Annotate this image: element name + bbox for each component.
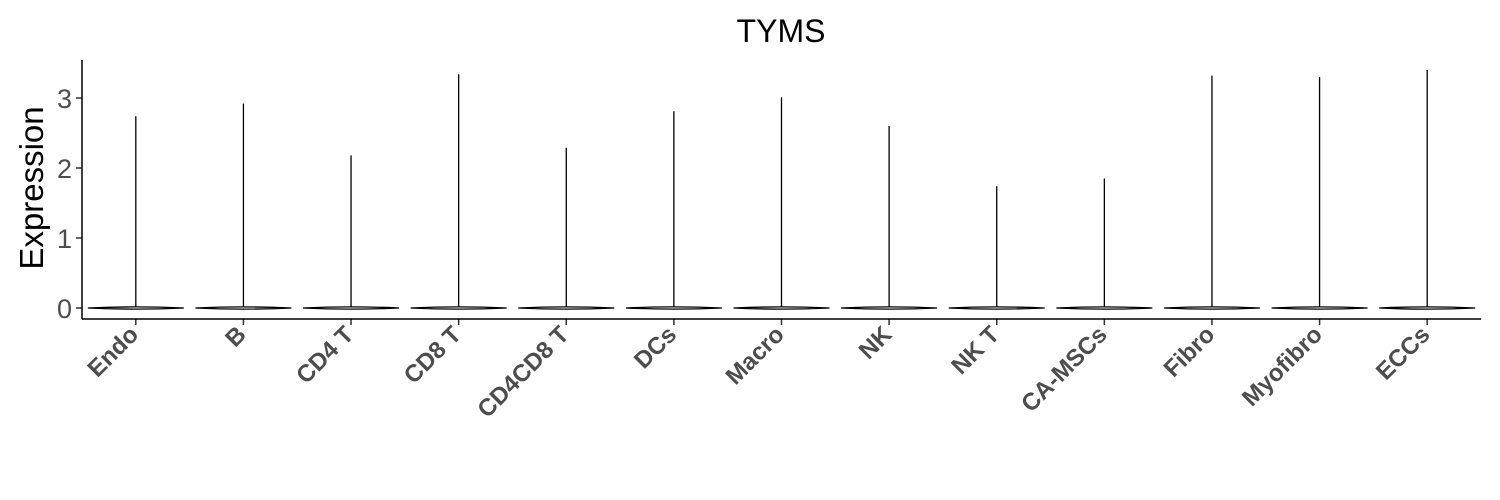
violin-body <box>733 306 830 310</box>
chart-title: TYMS <box>737 13 826 49</box>
x-tick-label: Myofibro <box>1237 321 1328 412</box>
x-axis-ticks: Endo B CD4 T CD8 T CD4CD8 T DCs Macro NK NK T CA-… <box>83 319 1435 423</box>
x-tick-label: Endo <box>83 321 145 383</box>
x-tick-label: DCs <box>629 321 682 374</box>
x-tick-label: NK T <box>946 321 1005 380</box>
x-tick-label: CD4 T <box>291 321 359 389</box>
y-tick-label: 0 <box>57 294 72 324</box>
violin-body <box>841 306 938 310</box>
y-tick-label: 3 <box>57 84 72 114</box>
violin-body <box>948 306 1045 310</box>
x-tick-label: CD8 T <box>399 321 467 389</box>
violin-body <box>518 306 615 310</box>
violin-body <box>1271 306 1368 310</box>
x-tick-label: Fibro <box>1159 321 1221 383</box>
violin-body <box>625 306 722 310</box>
y-tick-label: 1 <box>57 224 72 254</box>
y-tick-label: 2 <box>57 154 72 184</box>
violin-body <box>1163 306 1260 310</box>
x-tick-label: CA-MSCs <box>1016 321 1112 417</box>
y-axis-ticks: 0 1 2 3 <box>57 84 82 324</box>
x-tick-label: Macro <box>721 321 790 390</box>
x-tick-label: CD4CD8 T <box>472 321 574 423</box>
violin-body <box>87 306 184 310</box>
y-axis-label: Expression <box>13 106 50 269</box>
violin-body <box>410 306 507 310</box>
violin-body <box>1379 306 1476 310</box>
x-tick-label: B <box>220 321 251 352</box>
violin-group <box>87 70 1476 310</box>
x-tick-label: NK <box>854 321 898 365</box>
violin-body <box>303 306 400 310</box>
x-tick-label: ECCs <box>1371 321 1435 385</box>
violin-body <box>195 306 292 310</box>
violin-body <box>1056 306 1153 310</box>
